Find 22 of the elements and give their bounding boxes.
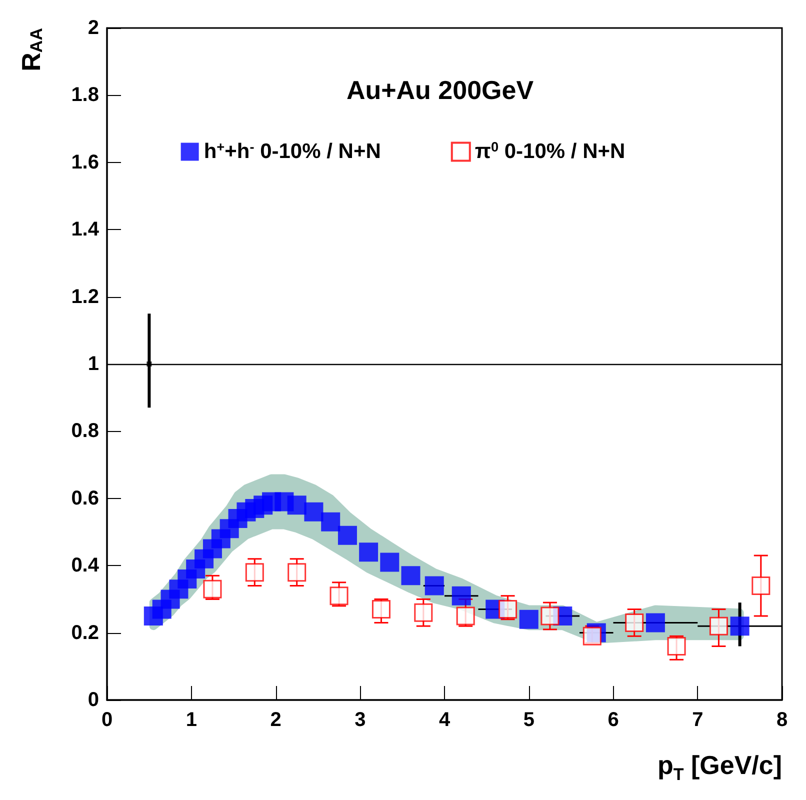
x-tick-label: 7 <box>692 709 704 731</box>
legend-label: h++h- 0-10% / N+N <box>204 140 381 164</box>
x-axis-title: p$_{T}$ [GeV/c] <box>657 750 782 784</box>
x-tick-label: 4 <box>438 709 451 731</box>
text: Au+Au 200GeV <box>346 75 534 105</box>
x-tick-label: 5 <box>523 709 534 731</box>
y-tick-label: 1.2 <box>71 286 99 308</box>
y-tick-label: 0.4 <box>71 554 100 577</box>
x-tick-label: 2 <box>270 709 282 731</box>
y-tick-label: 2 <box>88 17 99 39</box>
y-tick-label: 1.6 <box>71 151 99 174</box>
x-tick-label: 6 <box>608 709 619 731</box>
x-tick-label: 8 <box>776 709 788 731</box>
y-tick-label: 0.6 <box>71 487 99 510</box>
y-tick-label: 0.8 <box>71 420 99 442</box>
y-tick-label: 1.8 <box>71 84 99 106</box>
y-tick-label: 0 <box>88 689 99 711</box>
y-tick-label: 0.2 <box>71 622 99 644</box>
x-tick-label: 1 <box>186 709 197 731</box>
x-tick-label: 3 <box>354 709 366 731</box>
y-tick-label: 1.4 <box>71 218 100 241</box>
y-tick-label: 1 <box>88 353 99 375</box>
